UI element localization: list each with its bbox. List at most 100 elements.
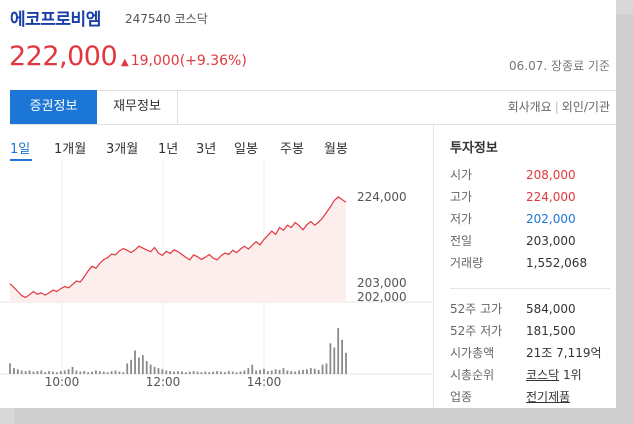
period-daily[interactable]: 일봉 [234, 142, 258, 157]
foreign-institution-link[interactable]: 외인/기관 [561, 100, 610, 114]
volume-bar [294, 371, 297, 374]
row-open: 시가 208,000 [450, 165, 610, 185]
volume-bar [173, 371, 175, 374]
invest-info-separator [450, 288, 610, 289]
volume-bar [13, 368, 15, 374]
row-value: 전기제품 [526, 387, 570, 407]
frame-shadow-bottom [14, 408, 633, 424]
volume-bar [329, 343, 332, 374]
volume-bar [282, 368, 285, 374]
row-label: 고가 [450, 190, 473, 204]
invest-info-title: 투자정보 [450, 141, 498, 156]
volume-bar [220, 371, 222, 374]
row-high: 고가 224,000 [450, 187, 610, 207]
volume-bar [298, 370, 301, 374]
row-value: 1,552,068 [526, 256, 588, 270]
volume-bar [9, 363, 11, 374]
stock-name[interactable]: 에코프로비엠 [10, 10, 101, 30]
volume-bar [102, 371, 105, 374]
volume-bar [259, 369, 261, 374]
period-monthly[interactable]: 월봉 [324, 142, 348, 157]
volume-bar [138, 357, 140, 374]
period-weekly[interactable]: 주봉 [280, 142, 304, 157]
volume-bar [309, 368, 312, 374]
row-prev-close: 전일 203,000 [450, 231, 610, 251]
volume-bar [255, 370, 258, 374]
row-value: 코스닥 1위 [526, 365, 582, 385]
volume-bar [274, 369, 277, 374]
volume-bar [337, 328, 340, 374]
market-link[interactable]: 코스닥 [526, 368, 560, 382]
volume-bar [141, 355, 144, 374]
volume-bar [243, 370, 246, 374]
row-label: 저가 [450, 212, 473, 226]
volume-bar [24, 371, 27, 374]
volume-bar [126, 363, 129, 374]
volume-bar [83, 371, 86, 374]
volume-bar [231, 371, 234, 374]
volume-bar [91, 371, 93, 374]
volume-bar [208, 372, 211, 374]
price-area-fill [10, 196, 346, 302]
volume-bar [110, 371, 113, 374]
volume-bar [306, 369, 308, 374]
row-label: 52주 저가 [450, 324, 503, 338]
volume-bar [59, 371, 62, 374]
volume-bar [227, 371, 230, 374]
tab-financial-info[interactable]: 재무정보 [97, 90, 178, 124]
volume-bar [325, 363, 328, 374]
row-value: 181,500 [526, 324, 576, 338]
volume-bar [16, 369, 19, 374]
x-axis-label: 12:00 [146, 375, 181, 389]
price-change-value: 19,000(+9.36%) [130, 53, 247, 69]
volume-bar [28, 370, 31, 374]
volume-bar [149, 364, 152, 374]
date-status: 06.07. 장종료 기준 [509, 59, 610, 73]
row-value: 584,000 [526, 302, 576, 316]
row-52w-high: 52주 고가 584,000 [450, 299, 610, 319]
volume-bar [290, 371, 293, 374]
volume-bar [212, 371, 215, 374]
period-1y[interactable]: 1년 [158, 142, 179, 157]
volume-bar [145, 361, 148, 374]
volume-bar [87, 372, 90, 374]
x-axis-label: 14:00 [247, 375, 282, 389]
period-1d[interactable]: 1일 [10, 142, 31, 157]
period-1m[interactable]: 1개월 [54, 142, 87, 157]
volume-bar [169, 371, 172, 374]
y-axis-label: 203,000 [357, 276, 407, 290]
volume-bar [177, 371, 179, 374]
period-3y[interactable]: 3년 [196, 142, 217, 157]
company-overview-link[interactable]: 회사개요 [507, 100, 552, 114]
current-price: 222,000 [9, 41, 118, 72]
volume-bar [20, 370, 23, 374]
right-links: 회사개요 | 외인/기관 [508, 91, 610, 124]
volume-bar [118, 371, 121, 374]
row-label: 업종 [450, 390, 473, 404]
row-label: 시가 [450, 168, 473, 182]
row-label: 시총순위 [450, 368, 495, 382]
row-label: 시가총액 [450, 346, 495, 360]
volume-bar [286, 370, 289, 374]
tab-stock-info[interactable]: 증권정보 [10, 90, 97, 124]
price-change: ▲ 19,000(+9.36%) [121, 53, 247, 69]
volume-bar [114, 370, 117, 374]
period-3m[interactable]: 3개월 [106, 142, 139, 157]
price-line [9, 196, 347, 299]
link-separator: | [554, 100, 559, 114]
y-axis-label: 202,000 [357, 290, 407, 304]
frame-shadow-right [616, 14, 633, 424]
volume-bar [266, 371, 269, 374]
row-52w-low: 52주 저가 181,500 [450, 321, 610, 341]
rank-value: 1위 [562, 368, 582, 382]
volume-bar [270, 370, 273, 374]
panel-divider [433, 123, 434, 408]
volume-bar [302, 369, 304, 374]
volume-bar [263, 368, 265, 374]
industry-link[interactable]: 전기제품 [526, 390, 571, 404]
volume-bar [52, 371, 54, 374]
row-label: 전일 [450, 234, 473, 248]
row-market-cap: 시가총액 21조 7,119억 [450, 343, 610, 363]
